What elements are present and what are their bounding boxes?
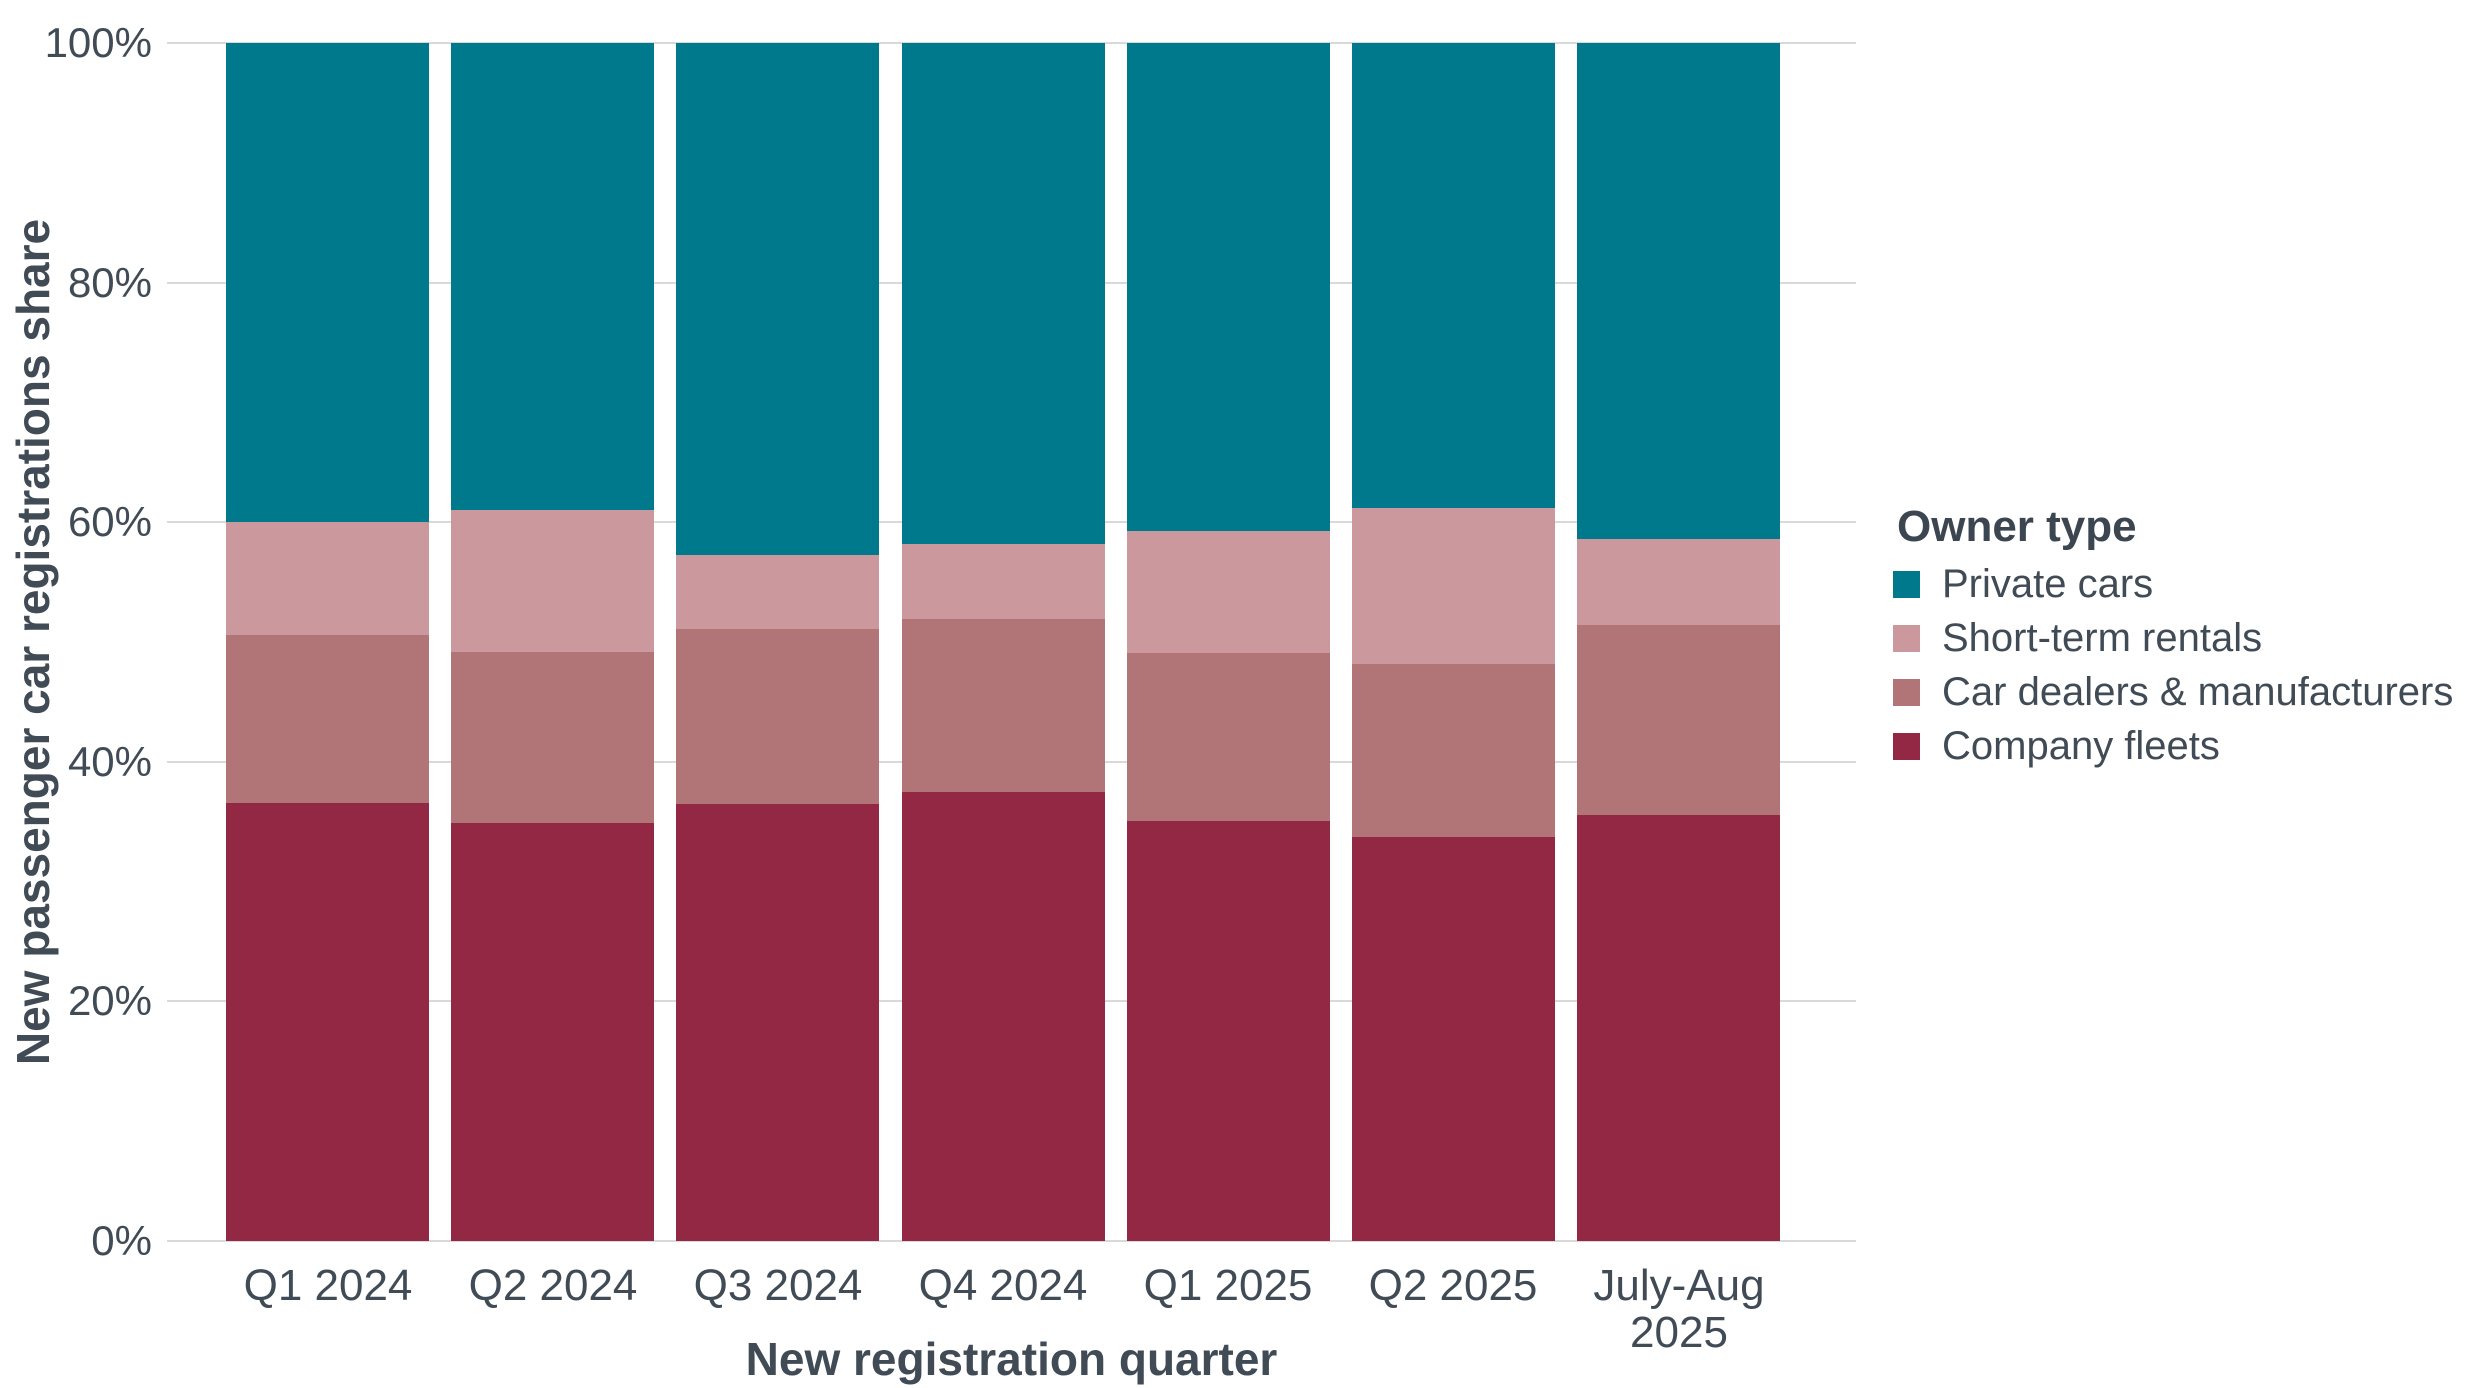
x-tick-label-4: Q4 2024 <box>918 1261 1088 1310</box>
x-axis-title: New registration quarter <box>745 1333 1278 1385</box>
y-tick-label-60: 60% <box>67 498 152 546</box>
bar-segment-company-fleets <box>451 822 654 1241</box>
bar-segment-company-fleets <box>676 803 879 1241</box>
legend-label: Private cars <box>1942 561 2154 606</box>
bar-segment-private-cars <box>226 43 429 523</box>
bar-july-aug-2025 <box>1577 43 1780 1241</box>
legend-item-private-cars: Private cars <box>1893 557 2453 611</box>
bar-segment-short-term-rentals <box>902 543 1105 620</box>
bar-segment-short-term-rentals <box>451 510 654 652</box>
plot-area <box>167 42 1856 1242</box>
bar-q2-2024 <box>451 43 654 1241</box>
legend-label: Car dealers & manufacturers <box>1942 669 2454 714</box>
bar-q4-2024 <box>902 43 1105 1241</box>
bar-segment-car-dealers---manufacturers <box>1352 663 1555 838</box>
bar-segment-short-term-rentals <box>676 554 879 629</box>
legend-item-company-fleets: Company fleets <box>1893 719 2453 773</box>
legend-swatch-icon <box>1893 678 1920 706</box>
bar-segment-private-cars <box>676 43 879 555</box>
y-tick-label-40: 40% <box>67 737 152 785</box>
legend-label: Short-term rentals <box>1942 615 2263 660</box>
y-tick-label-100: 100% <box>44 19 152 66</box>
y-axis-title-text: New passenger car registrations share <box>7 218 59 1066</box>
x-tick-label-1: Q1 2024 <box>243 1261 413 1310</box>
bar-segment-company-fleets <box>1127 820 1330 1241</box>
bar-q1-2024 <box>226 43 429 1241</box>
legend: Owner type Private cars Short-term rental… <box>1893 505 2453 773</box>
y-tick-label-80: 80% <box>67 258 152 306</box>
gridline-0 <box>167 1240 1856 1242</box>
x-tick-label-2: Q2 2024 <box>468 1261 638 1310</box>
y-tick-label-20: 20% <box>67 977 152 1025</box>
bar-q3-2024 <box>676 43 879 1241</box>
bar-segment-company-fleets <box>902 791 1105 1241</box>
bar-segment-car-dealers---manufacturers <box>451 651 654 823</box>
x-tick-label-6: Q2 2025 <box>1368 1261 1538 1310</box>
bar-segment-private-cars <box>1127 43 1330 531</box>
bar-segment-company-fleets <box>1577 814 1780 1241</box>
bar-segment-short-term-rentals <box>1352 507 1555 664</box>
bar-segment-short-term-rentals <box>1577 538 1780 626</box>
x-tick-label-7: July-Aug 2025 <box>1593 1261 1765 1357</box>
legend-swatch-icon <box>1893 624 1920 652</box>
legend-label: Company fleets <box>1942 723 2220 768</box>
bar-q2-2025 <box>1352 43 1555 1241</box>
legend-swatch-icon <box>1893 732 1920 760</box>
legend-items: Private cars Short-term rentals Car dealer… <box>1893 557 2453 773</box>
y-tick-label-0: 0% <box>91 1217 152 1264</box>
bar-segment-private-cars <box>1577 43 1780 539</box>
bar-segment-private-cars <box>451 43 654 511</box>
legend-item-short-term-rentals: Short-term rentals <box>1893 611 2453 665</box>
x-tick-label-3: Q3 2024 <box>693 1261 863 1310</box>
bar-segment-short-term-rentals <box>1127 530 1330 653</box>
bar-segment-car-dealers---manufacturers <box>1127 652 1330 821</box>
legend-swatch-icon <box>1893 570 1920 598</box>
bar-segment-private-cars <box>1352 43 1555 508</box>
bar-segment-company-fleets <box>226 802 429 1241</box>
legend-item-car-dealers---manufacturers: Car dealers & manufacturers <box>1893 665 2453 719</box>
legend-title: Owner type <box>1897 502 2137 551</box>
gridline-100 <box>167 42 1856 44</box>
bar-q1-2025 <box>1127 43 1330 1241</box>
bar-segment-car-dealers---manufacturers <box>676 628 879 804</box>
bar-segment-car-dealers---manufacturers <box>1577 625 1780 815</box>
bar-segment-private-cars <box>902 43 1105 544</box>
bar-segment-short-term-rentals <box>226 522 429 635</box>
bar-segment-car-dealers---manufacturers <box>226 634 429 803</box>
bar-segment-company-fleets <box>1352 837 1555 1241</box>
x-tick-label-5: Q1 2025 <box>1143 1261 1313 1310</box>
bar-segment-car-dealers---manufacturers <box>902 619 1105 792</box>
